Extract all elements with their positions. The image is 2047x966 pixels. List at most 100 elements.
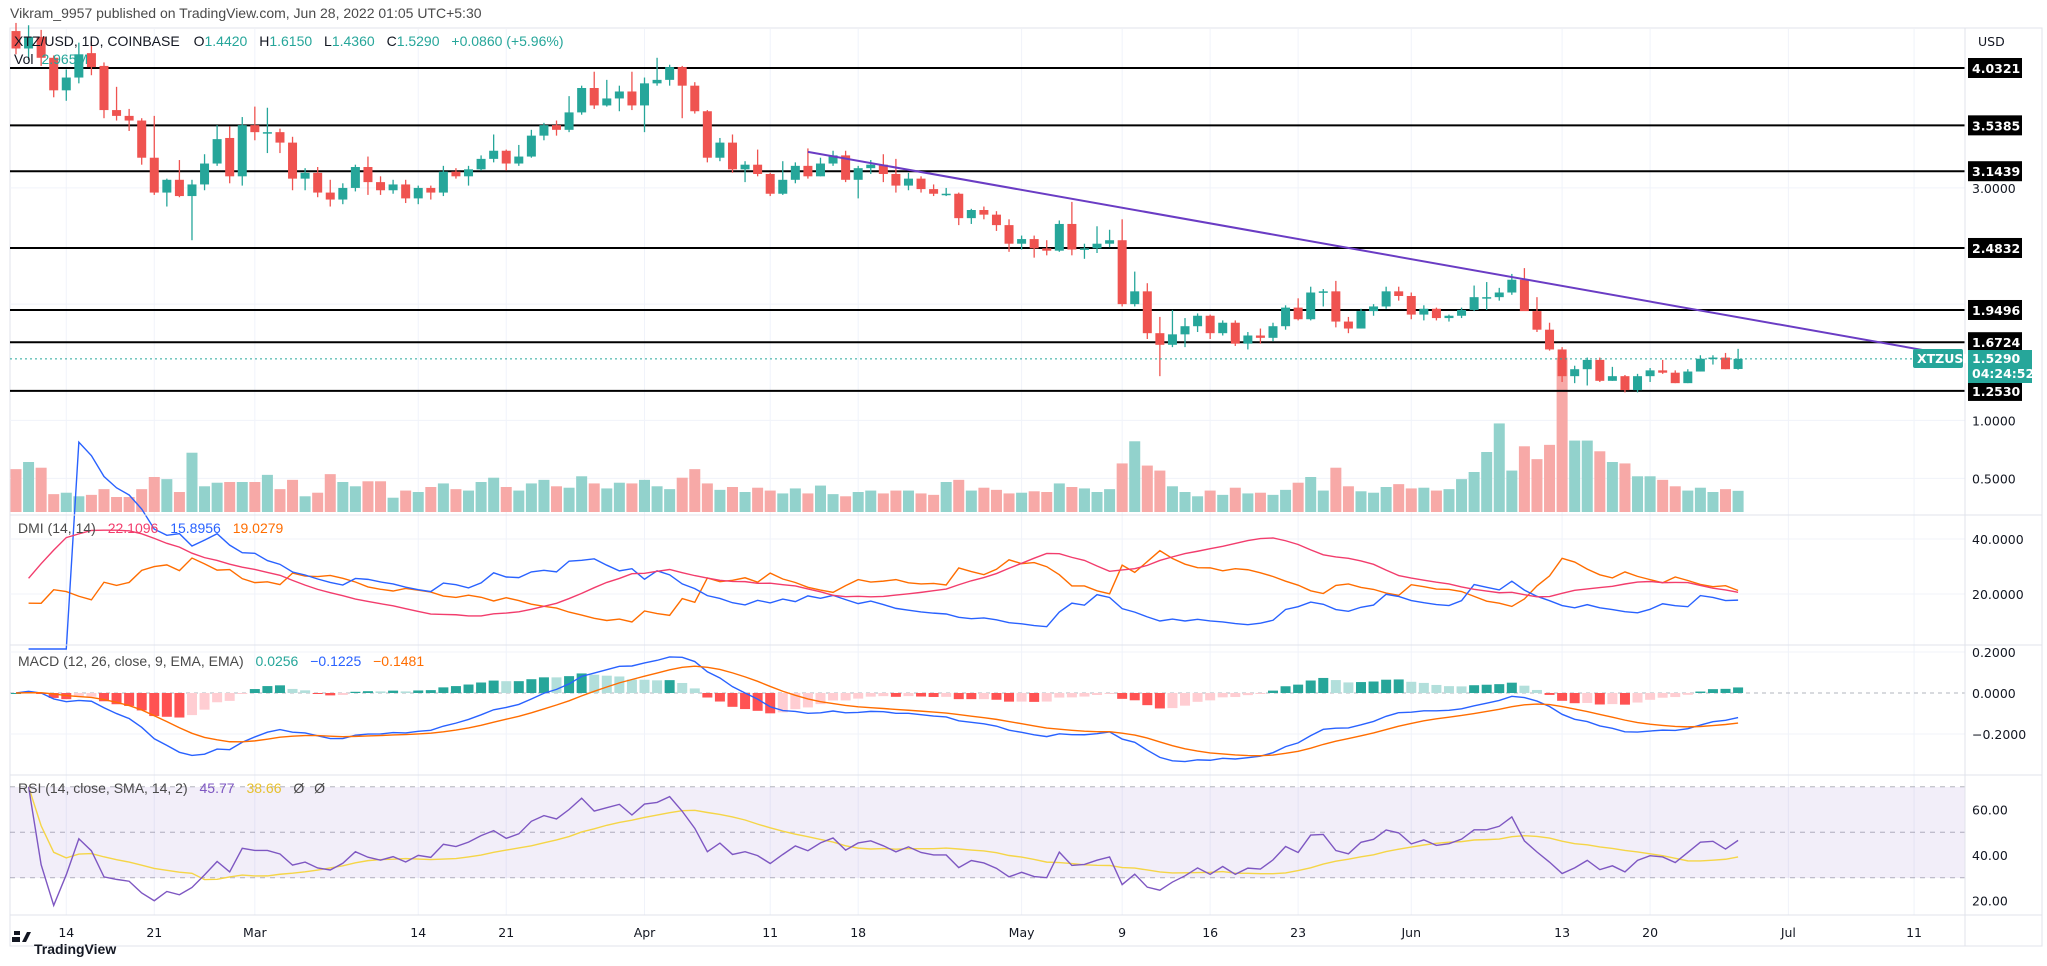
volume-bar xyxy=(1229,487,1241,512)
macd-histogram-bar xyxy=(1594,693,1605,705)
candle xyxy=(1268,326,1278,338)
volume-bar xyxy=(1481,452,1493,512)
candle-series xyxy=(11,22,1940,393)
candle xyxy=(137,120,147,158)
candle xyxy=(954,193,964,219)
macd-histogram-bar xyxy=(941,693,952,697)
candle xyxy=(162,179,172,193)
volume-bar xyxy=(1217,494,1229,512)
macd-histogram-bar xyxy=(978,693,989,700)
volume-bar xyxy=(827,494,839,512)
candle xyxy=(262,132,272,134)
volume-bar xyxy=(1430,490,1442,512)
volume-bar xyxy=(1267,494,1279,512)
volume-bar xyxy=(425,487,437,512)
symbol-info: XTZ/USD, 1D, COINBASE xyxy=(14,33,180,49)
level-price-label-bg xyxy=(1968,161,2022,182)
macd-histogram-bar xyxy=(740,693,751,710)
macd-histogram-bar xyxy=(1355,682,1366,693)
volume-bar xyxy=(588,483,600,512)
support-resistance-levels[interactable] xyxy=(10,67,1965,392)
macd-line xyxy=(15,656,1739,763)
macd-tick-label: −0.2000 xyxy=(1972,727,2026,742)
volume-bar xyxy=(450,489,462,512)
volume-bar xyxy=(802,493,814,512)
macd-histogram-bar xyxy=(928,693,939,697)
current-price-tag: XTZUSD 1.5290 04:24:52 xyxy=(1913,349,2034,383)
time-tick-label: 14 xyxy=(58,925,74,940)
time-axis[interactable]: 14 21 Mar 14 21 Apr 11 18 May 9 16 23 Jun 13 20 Jul 11 xyxy=(58,925,1922,940)
macd-histogram-bar xyxy=(48,693,59,698)
macd-histogram-bar xyxy=(362,691,373,693)
candle xyxy=(539,125,549,136)
macd-histogram-bar xyxy=(1041,693,1052,702)
rsi-legend: RSI (14, close, SMA, 14, 2) 45.77 38.66 … xyxy=(18,780,325,796)
volume-bar xyxy=(940,482,952,512)
volume-bar xyxy=(1355,491,1367,512)
macd-histogram-bar xyxy=(1029,693,1040,702)
price-axes[interactable]: 3.0000 1.0000 0.5000 4.0321 3.5385 3.1439 2.48… xyxy=(1968,58,2026,909)
volume-bar xyxy=(551,486,563,512)
volume-bar xyxy=(978,487,990,512)
volume-bar xyxy=(1506,470,1518,512)
macd-histogram-bar xyxy=(1645,693,1656,700)
volume-bar xyxy=(764,490,776,512)
volume-bar xyxy=(639,479,650,512)
volume-bar xyxy=(1003,493,1015,512)
plus-di-line xyxy=(28,440,1739,650)
volume-bar xyxy=(412,492,424,512)
price-tick-label: 0.5000 xyxy=(1972,471,2016,486)
rsi-value: 45.77 xyxy=(200,780,235,796)
macd-histogram-bar xyxy=(1531,689,1542,693)
candle xyxy=(413,187,423,199)
candle xyxy=(702,111,712,158)
macd-histogram-bar xyxy=(1104,693,1115,694)
volume-bar xyxy=(35,467,47,512)
candle xyxy=(1381,291,1391,307)
volume-bar xyxy=(1594,451,1606,512)
volume-bar xyxy=(1732,490,1744,512)
candle xyxy=(1180,326,1190,335)
volume-bar xyxy=(249,482,261,512)
volume-bar xyxy=(676,477,688,512)
candle xyxy=(1482,297,1492,299)
macd-histogram-bar xyxy=(966,693,977,700)
volume-series xyxy=(10,357,1744,512)
candle xyxy=(401,184,411,199)
volume-bar xyxy=(1682,490,1694,512)
level-price-label: 4.0321 xyxy=(1972,61,2020,76)
volume-bar xyxy=(965,490,977,512)
candle xyxy=(828,155,838,164)
time-tick-label: 11 xyxy=(762,925,778,940)
currency-label: USD xyxy=(1978,34,2005,49)
macd-histogram-bar xyxy=(124,693,135,706)
time-tick-label: Mar xyxy=(243,925,267,940)
volume-bar xyxy=(1493,423,1505,512)
macd-histogram-bar xyxy=(815,693,826,705)
candle xyxy=(514,156,524,164)
candle xyxy=(24,36,34,49)
time-tick-label: Jul xyxy=(1780,925,1796,940)
candle xyxy=(740,164,750,170)
macd-histogram-bar xyxy=(237,693,248,694)
macd-histogram-bar xyxy=(249,689,260,693)
tradingview-logo[interactable]: TradingView xyxy=(12,931,116,957)
candle xyxy=(878,164,888,174)
macd-histogram-bar xyxy=(1293,684,1304,693)
candle xyxy=(1633,376,1643,391)
macd-histogram-bar xyxy=(953,693,964,700)
macd-histogram-bar xyxy=(1180,693,1191,706)
volume-bar xyxy=(877,493,889,512)
candle xyxy=(526,135,536,157)
candle xyxy=(778,179,788,194)
candle xyxy=(1620,376,1630,391)
macd-histogram-bar xyxy=(765,693,776,714)
volume-bar xyxy=(1141,465,1153,512)
level-price-label-bg xyxy=(1968,380,2022,401)
rsi-band xyxy=(10,787,1965,878)
candle xyxy=(250,125,260,133)
candle xyxy=(112,110,122,116)
candle xyxy=(1293,307,1303,320)
volume-bar xyxy=(1091,492,1103,512)
